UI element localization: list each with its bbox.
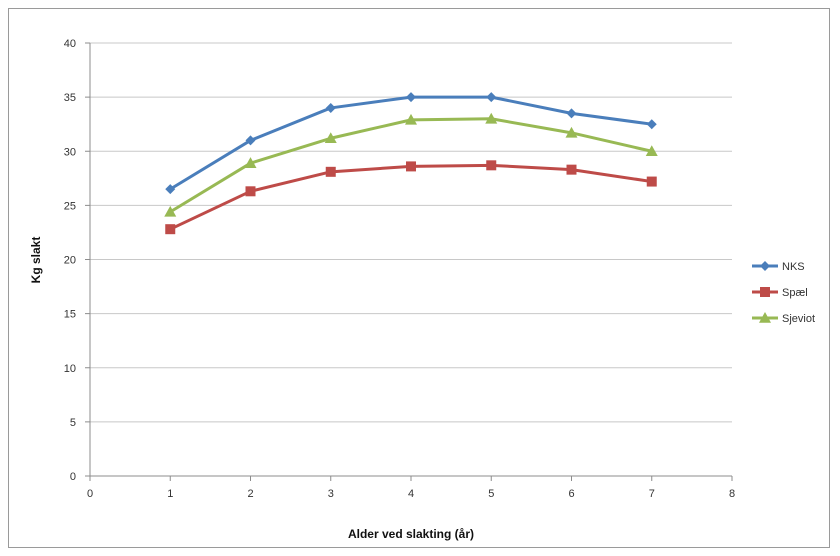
x-tick-label: 7 [649,488,655,500]
series-line [169,95,652,191]
y-axis-title: Kg slakt [29,237,43,284]
x-tick-label: 2 [247,488,253,500]
x-tick-label: 3 [328,488,334,500]
x-tick-label: 8 [729,488,735,500]
y-tick-label: 20 [64,255,76,267]
data-point [486,92,497,103]
data-point [565,126,578,138]
legend-label: Spæl [782,287,808,299]
axes [85,42,733,481]
data-point [165,224,176,235]
data-point [244,157,257,168]
series-group [164,92,658,235]
legend: NKS Spæl Sjeviot [752,261,815,325]
legend-label: NKS [782,261,805,273]
y-tick-labels: 0 5 10 15 20 25 30 35 40 [64,38,76,483]
data-point [325,102,336,113]
legend-marker [759,312,771,323]
x-axis-title: Alder ved slakting (år) [348,527,474,541]
x-tick-label: 6 [568,488,574,500]
x-tick-labels: 0 1 2 3 4 5 6 7 8 [87,488,735,500]
y-tick-label: 30 [64,146,76,158]
y-tick-label: 0 [70,471,76,483]
y-tick-label: 40 [64,38,76,50]
data-point [164,205,177,217]
data-point [406,92,416,103]
series-line [169,163,652,231]
data-point [486,160,497,171]
series-sp-l [165,160,657,235]
legend-item-sp-l: Spæl [752,287,808,299]
data-point [245,135,256,146]
y-tick-label: 35 [64,92,76,104]
legend-item-nks: NKS [752,261,805,273]
data-point [405,113,417,125]
series-sjeviot [164,112,658,217]
data-point [245,186,256,197]
x-tick-label: 5 [488,488,494,500]
data-point [165,184,176,195]
x-tick-label: 1 [167,488,173,500]
data-point [324,132,337,144]
data-point [646,176,657,187]
series-nks [165,92,657,195]
y-tick-label: 25 [64,200,76,212]
data-point [645,145,658,157]
data-point [325,166,336,177]
legend-marker [760,261,770,271]
legend-label: Sjeviot [782,313,815,325]
data-point [406,161,416,172]
legend-item-sjeviot: Sjeviot [752,312,815,325]
gridlines [90,42,732,423]
data-point [566,108,577,119]
x-tick-label: 0 [87,488,93,500]
legend-marker [760,287,770,297]
data-point [566,164,577,175]
data-point [485,112,498,124]
y-tick-label: 15 [64,309,76,321]
y-tick-label: 10 [64,363,76,375]
y-tick-label: 5 [70,417,76,429]
data-point [646,119,657,130]
x-tick-label: 4 [408,488,414,500]
